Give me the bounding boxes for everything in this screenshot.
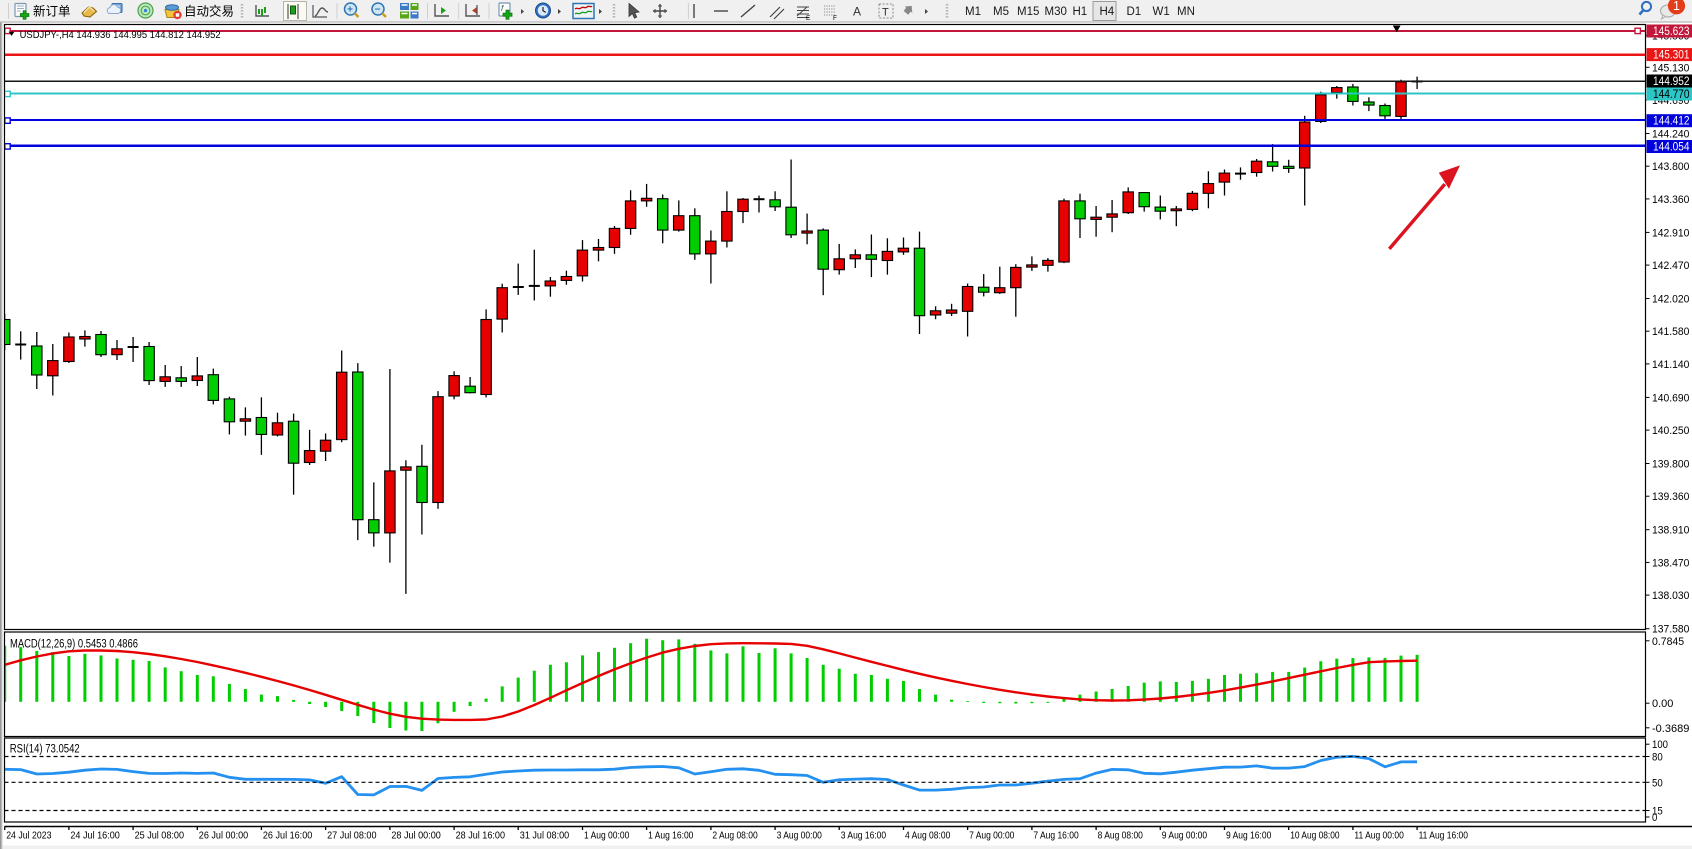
svg-text:1 Aug 00:00: 1 Aug 00:00	[584, 830, 629, 842]
svg-text:100: 100	[1652, 739, 1668, 751]
svg-text:142.470: 142.470	[1652, 260, 1689, 272]
svg-text:11 Aug 00:00: 11 Aug 00:00	[1354, 830, 1404, 842]
svg-text:1: 1	[1673, 0, 1680, 13]
svg-text:26 Jul 16:00: 26 Jul 16:00	[263, 830, 313, 842]
svg-text:3 Aug 16:00: 3 Aug 16:00	[841, 830, 886, 842]
svg-text:7 Aug 00:00: 7 Aug 00:00	[969, 830, 1014, 842]
svg-text:新订单: 新订单	[33, 4, 71, 19]
svg-text:144.240: 144.240	[1652, 129, 1689, 141]
svg-text:f: f	[501, 4, 504, 13]
svg-text:50: 50	[1652, 777, 1663, 789]
svg-text:145.130: 145.130	[1652, 62, 1689, 74]
svg-text:145.623: 145.623	[1653, 26, 1690, 38]
svg-text:28 Jul 00:00: 28 Jul 00:00	[391, 830, 441, 842]
svg-text:M5: M5	[993, 6, 1009, 18]
svg-text:E: E	[806, 15, 811, 22]
svg-text:144.770: 144.770	[1653, 89, 1690, 101]
svg-text:139.800: 139.800	[1652, 459, 1689, 471]
svg-text:27 Jul 08:00: 27 Jul 08:00	[327, 830, 377, 842]
svg-text:2 Aug 08:00: 2 Aug 08:00	[712, 830, 757, 842]
svg-text:M30: M30	[1045, 6, 1067, 18]
svg-text:0: 0	[1652, 812, 1657, 824]
svg-text:9 Aug 00:00: 9 Aug 00:00	[1162, 830, 1207, 842]
svg-text:140.250: 140.250	[1652, 425, 1689, 437]
svg-text:USDJPY-,H4 144.936 144.995 14: USDJPY-,H4 144.936 144.995 144.812 144.9…	[20, 30, 221, 41]
svg-text:H1: H1	[1073, 6, 1088, 18]
svg-text:MN: MN	[1177, 6, 1195, 18]
svg-text:144.412: 144.412	[1653, 116, 1690, 128]
svg-text:138.910: 138.910	[1652, 525, 1689, 537]
svg-text:M15: M15	[1017, 6, 1039, 18]
svg-text:−: −	[375, 5, 381, 16]
svg-text:26 Jul 00:00: 26 Jul 00:00	[199, 830, 249, 842]
svg-text:H4: H4	[1100, 6, 1115, 18]
svg-text:138.470: 138.470	[1652, 557, 1689, 569]
svg-text:140.690: 140.690	[1652, 392, 1689, 404]
svg-text:自动交易: 自动交易	[184, 4, 234, 19]
svg-text:10 Aug 08:00: 10 Aug 08:00	[1290, 830, 1340, 842]
svg-text:141.140: 141.140	[1652, 359, 1689, 371]
svg-text:24 Jul 2023: 24 Jul 2023	[6, 830, 51, 842]
svg-text:M1: M1	[965, 6, 981, 18]
svg-text:8 Aug 08:00: 8 Aug 08:00	[1098, 830, 1143, 842]
svg-text:D1: D1	[1127, 6, 1142, 18]
svg-text:145.301: 145.301	[1653, 50, 1690, 62]
svg-text:F: F	[833, 15, 837, 22]
svg-text:31 Jul 08:00: 31 Jul 08:00	[520, 830, 570, 842]
svg-text:80: 80	[1652, 752, 1663, 764]
svg-text:142.910: 142.910	[1652, 227, 1689, 239]
svg-text:15: 15	[1652, 806, 1663, 818]
svg-text:11 Aug 16:00: 11 Aug 16:00	[1419, 830, 1469, 842]
svg-text:A: A	[853, 5, 861, 19]
svg-text:T: T	[882, 7, 889, 19]
svg-text:3 Aug 00:00: 3 Aug 00:00	[777, 830, 822, 842]
svg-text:4 Aug 08:00: 4 Aug 08:00	[905, 830, 950, 842]
svg-text:144.054: 144.054	[1653, 142, 1690, 154]
svg-text:143.800: 143.800	[1652, 161, 1689, 173]
svg-text:142.020: 142.020	[1652, 294, 1689, 306]
svg-text:-0.3689: -0.3689	[1652, 723, 1689, 735]
svg-text:138.030: 138.030	[1652, 590, 1689, 602]
svg-text:144.952: 144.952	[1653, 76, 1690, 88]
svg-text:0.7845: 0.7845	[1652, 636, 1684, 648]
svg-text:7 Aug 16:00: 7 Aug 16:00	[1033, 830, 1078, 842]
svg-text:25 Jul 08:00: 25 Jul 08:00	[135, 830, 185, 842]
svg-text:0.00: 0.00	[1652, 698, 1673, 710]
svg-text:139.360: 139.360	[1652, 491, 1689, 503]
svg-text:9 Aug 16:00: 9 Aug 16:00	[1226, 830, 1271, 842]
svg-text:MACD(12,26,9) 0.5453 0.4866: MACD(12,26,9) 0.5453 0.4866	[10, 639, 138, 651]
svg-text:W1: W1	[1153, 6, 1170, 18]
svg-text:137.580: 137.580	[1652, 624, 1689, 636]
svg-text:143.360: 143.360	[1652, 194, 1689, 206]
svg-text:RSI(14) 73.0542: RSI(14) 73.0542	[10, 744, 80, 756]
svg-text:28 Jul 16:00: 28 Jul 16:00	[456, 830, 506, 842]
svg-text:1 Aug 16:00: 1 Aug 16:00	[648, 830, 693, 842]
svg-text:141.580: 141.580	[1652, 326, 1689, 338]
svg-text:+: +	[347, 5, 353, 16]
svg-text:24 Jul 16:00: 24 Jul 16:00	[70, 830, 120, 842]
